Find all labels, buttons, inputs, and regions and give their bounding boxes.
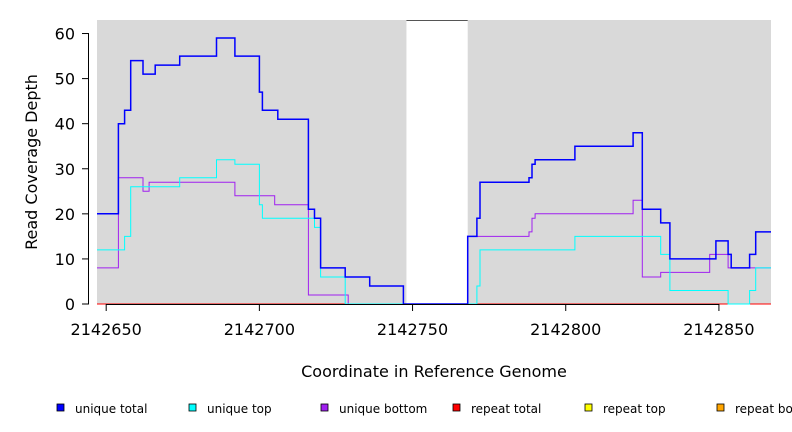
legend-label-repeat-bottom: repeat bottom — [735, 402, 792, 416]
legend-label-unique-total: unique total — [75, 402, 147, 416]
legend-swatch-unique-top — [188, 403, 197, 412]
legend-swatch-unique-bottom — [320, 403, 329, 412]
x-tick-label: 2142700 — [224, 320, 295, 339]
legend-swatch-unique-total — [56, 403, 65, 412]
x-tick-label: 2142850 — [683, 320, 754, 339]
y-tick-label: 20 — [55, 205, 75, 224]
legend-label-unique-top: unique top — [207, 402, 272, 416]
y-tick-label: 30 — [55, 160, 75, 179]
gap-region — [406, 20, 468, 304]
x-axis-title: Coordinate in Reference Genome — [301, 362, 567, 381]
y-tick-label: 0 — [65, 295, 75, 314]
y-axis-title: Read Coverage Depth — [22, 74, 41, 250]
legend-label-unique-bottom: unique bottom — [339, 402, 427, 416]
series-line-unique-total — [97, 37, 771, 305]
legend-label-repeat-total: repeat total — [471, 402, 541, 416]
legend-swatch-repeat-total — [452, 403, 461, 412]
x-tick-label: 2142650 — [71, 320, 142, 339]
x-tick-label: 2142750 — [377, 320, 448, 339]
legend-swatch-repeat-bottom — [716, 403, 725, 412]
y-tick-label: 60 — [55, 25, 75, 44]
legend-swatch-repeat-top — [584, 403, 593, 412]
y-tick-label: 10 — [55, 250, 75, 269]
x-tick-label: 2142800 — [530, 320, 601, 339]
y-tick-label: 40 — [55, 115, 75, 134]
y-tick-label: 50 — [55, 70, 75, 89]
legend-label-repeat-top: repeat top — [603, 402, 666, 416]
